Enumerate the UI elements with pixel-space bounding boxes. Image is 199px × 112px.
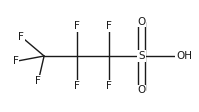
Text: OH: OH bbox=[176, 51, 192, 61]
Text: F: F bbox=[74, 81, 80, 91]
Text: O: O bbox=[137, 85, 146, 95]
Text: F: F bbox=[13, 56, 18, 66]
Text: F: F bbox=[18, 32, 24, 42]
Text: F: F bbox=[74, 21, 80, 31]
Text: F: F bbox=[35, 76, 41, 86]
Text: F: F bbox=[106, 81, 112, 91]
Text: F: F bbox=[106, 21, 112, 31]
Text: S: S bbox=[138, 51, 145, 61]
Text: O: O bbox=[137, 17, 146, 27]
